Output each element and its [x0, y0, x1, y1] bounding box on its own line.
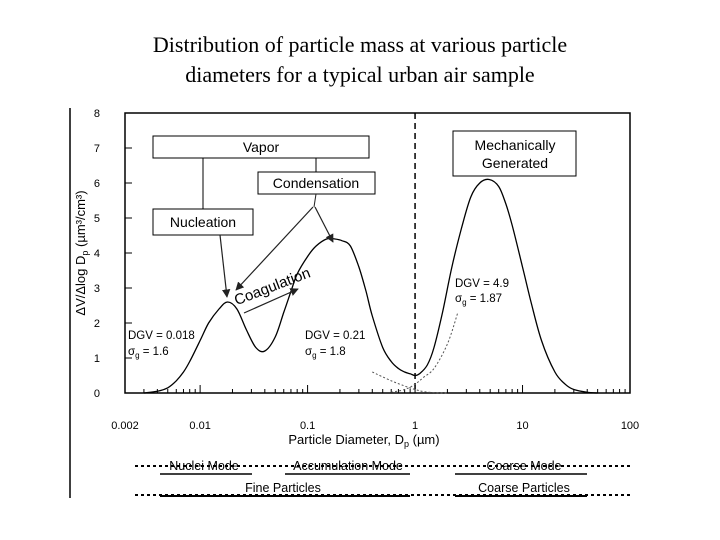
nucleation-box	[152, 208, 254, 236]
x-tick-label: 0.01	[189, 420, 210, 432]
nucleation-label: Nucleation	[170, 214, 236, 230]
coagulation-arrow	[243, 288, 299, 314]
coarse-mode-label: Coarse Mode	[486, 459, 561, 473]
distribution-curve	[143, 178, 598, 394]
nucleation-arrow	[219, 234, 231, 298]
slide-title-line2: diameters for a typical urban air sample	[185, 62, 535, 87]
accumulation-dgv-label: DGV = 0.21	[305, 330, 365, 342]
y-tick-label: 7	[94, 143, 100, 155]
nuclei-dgv-label: DGV = 0.018	[128, 330, 195, 342]
condensation-stem-line	[313, 193, 317, 208]
vapor-label: Vapor	[243, 139, 280, 155]
y-tick-label: 3	[94, 283, 100, 295]
y-tick-label: 6	[94, 178, 100, 190]
x-axis-ticks: 0.002 0.01 0.1 1 10 100	[111, 385, 639, 432]
slide-title-line1: Distribution of particle mass at various…	[152, 32, 568, 57]
x-tick-label: 1	[412, 420, 418, 432]
coarse-dgv-label: DGV = 4.9	[455, 278, 509, 290]
condensation-arrow-to-accumulation-mode	[314, 206, 334, 243]
x-tick-label: 0.1	[300, 420, 315, 432]
accumulation-tail	[372, 371, 448, 394]
coarse-particles-label: Coarse Particles	[478, 481, 570, 495]
mechanically-generated-label-line1: Mechanically	[475, 137, 556, 153]
x-tick-label: 100	[621, 420, 639, 432]
y-tick-label: 8	[94, 108, 100, 120]
accumulation-mode-label: Accumulation Mode	[293, 459, 403, 473]
y-axis-ticks: 0 1 2 3 4 5 6 7 8	[94, 108, 132, 400]
mechanically-generated-box	[452, 130, 577, 177]
y-tick-label: 5	[94, 213, 100, 225]
condensation-arrow-to-nucleation-mode	[235, 206, 314, 291]
mechanically-generated-label-line2: Generated	[482, 155, 548, 171]
y-axis-label: ΔV/Δlog Dp (µm³/cm³)	[73, 190, 90, 315]
x-tick-label: 10	[516, 420, 528, 432]
coarse-tail	[391, 312, 459, 393]
vapor-box	[152, 135, 370, 159]
condensation-label: Condensation	[273, 175, 359, 191]
slide-title: Distribution of particle mass at various…	[0, 30, 720, 90]
x-axis-label: Particle Diameter, Dp (µm)	[288, 432, 439, 449]
y-tick-label: 0	[94, 388, 100, 400]
y-tick-label: 4	[94, 248, 100, 260]
coagulation-label: Coagulation	[232, 265, 313, 310]
y-tick-label: 2	[94, 318, 100, 330]
x-tick-label: 0.002	[111, 420, 139, 432]
y-tick-label: 1	[94, 353, 100, 365]
coarse-sigma-label: σg = 1.87	[455, 293, 502, 307]
fine-particles-label: Fine Particles	[245, 481, 321, 495]
nuclei-sigma-label: σg = 1.6	[128, 346, 169, 360]
nuclei-mode-label: Nuclei Mode	[169, 459, 239, 473]
accumulation-sigma-label: σg = 1.8	[305, 346, 346, 360]
